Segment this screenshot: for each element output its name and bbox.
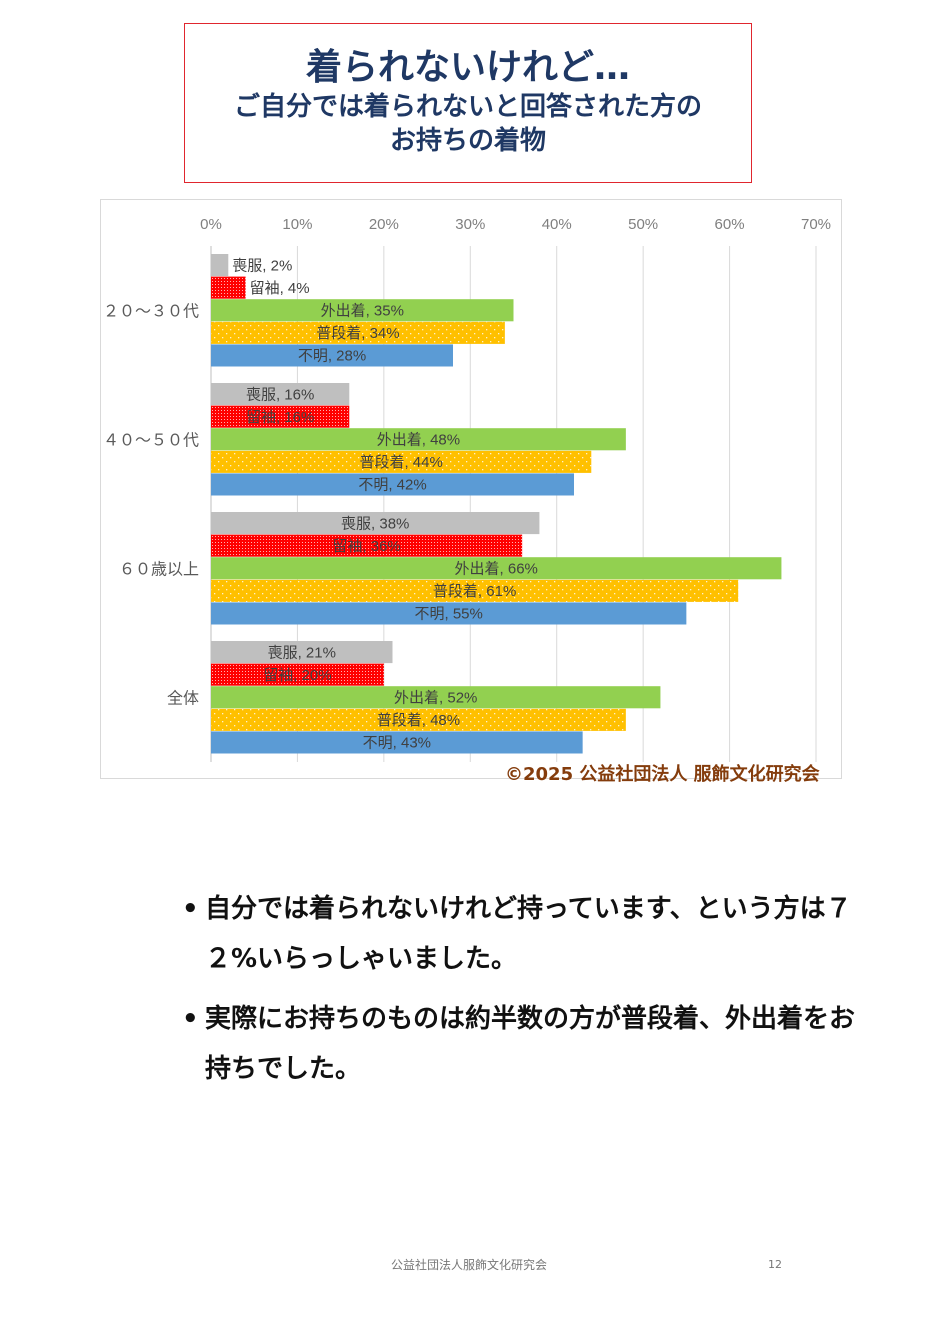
data-label: 普段着, 48%	[377, 712, 460, 729]
bar-留袖	[211, 405, 350, 428]
data-label: 不明, 55%	[414, 606, 482, 623]
data-label: 外出着, 66%	[455, 561, 538, 578]
bar-普段着	[211, 450, 592, 473]
data-label: 外出着, 52%	[394, 690, 477, 707]
data-label: 外出着, 48%	[377, 432, 460, 449]
x-tick-label: 20%	[369, 216, 399, 233]
data-label: 不明, 43%	[363, 735, 431, 752]
bar-外出着	[211, 428, 626, 451]
bar-喪服	[211, 383, 350, 406]
chart-area: 0% 10% 20% 30% 40% 50% 60% 70% ２０～３０代 喪服, 2% 留袖, …	[100, 199, 842, 779]
x-tick-label: 60%	[715, 216, 745, 233]
x-tick-label: 70%	[801, 216, 831, 233]
bar-普段着	[211, 708, 626, 731]
title-main: 着られないけれど…	[305, 47, 630, 88]
data-label: 不明, 42%	[358, 477, 426, 494]
bar-外出着	[211, 557, 782, 580]
bar-chart: 0% 10% 20% 30% 40% 50% 60% 70% ２０～３０代 喪服, 2% 留袖, …	[103, 216, 831, 762]
category-label: ４０～５０代	[103, 431, 199, 450]
category-label: 全体	[167, 689, 199, 708]
bar-不明	[211, 731, 583, 754]
bar-留袖	[211, 276, 246, 299]
bar-不明	[211, 473, 574, 496]
category-label: ６０歳以上	[119, 560, 199, 579]
title-box: 着られないけれど… ご自分では着られないと回答された方の お持ちの着物	[184, 23, 752, 183]
data-label: 留袖, 16%	[246, 409, 314, 426]
data-label: 喪服, 2%	[232, 256, 292, 274]
bar-普段着	[211, 579, 739, 602]
bar-不明	[211, 344, 453, 367]
bar-不明	[211, 602, 687, 625]
data-label: 普段着, 61%	[433, 583, 516, 600]
x-tick-label: 30%	[455, 216, 485, 233]
data-label: 留袖, 20%	[263, 667, 331, 684]
bar-喪服	[211, 641, 393, 664]
bar-留袖	[211, 534, 523, 557]
bar-普段着	[211, 321, 505, 344]
bar-留袖	[211, 663, 384, 686]
data-label: 普段着, 44%	[359, 454, 442, 471]
x-tick-label: 40%	[542, 216, 572, 233]
data-label: 喪服, 16%	[246, 385, 314, 403]
bullet-list: 自分では着られないけれど持っています、という方は７２%いらっしゃいました。 実際…	[140, 884, 860, 1104]
data-label: 不明, 28%	[298, 348, 366, 365]
x-tick-label: 0%	[200, 216, 222, 233]
bar-喪服	[211, 254, 229, 277]
bullet-item: 自分では着られないけれど持っています、という方は７２%いらっしゃいました。	[180, 884, 860, 984]
x-tick-label: 50%	[628, 216, 658, 233]
data-label: 普段着, 34%	[316, 325, 399, 342]
bar-外出着	[211, 299, 514, 322]
category-label: ２０～３０代	[103, 302, 199, 321]
copyright: ©2025 公益社団法人 服飾文化研究会	[505, 764, 820, 785]
x-tick-label: 10%	[282, 216, 312, 233]
data-label: 外出着, 35%	[321, 303, 404, 320]
bar-外出着	[211, 686, 661, 709]
data-label: 留袖, 4%	[250, 280, 310, 297]
data-label: 留袖, 36%	[332, 538, 400, 555]
bullet-item: 実際にお持ちのものは約半数の方が普段着、外出着をお持ちでした。	[180, 994, 860, 1094]
data-label: 喪服, 38%	[341, 514, 409, 532]
title-sub-1: ご自分では着られないと回答された方の	[233, 92, 702, 122]
footer-org: 公益社団法人服飾文化研究会	[390, 1258, 547, 1272]
page-number: 12	[768, 1258, 782, 1271]
bar-喪服	[211, 512, 540, 535]
title-sub-2: お持ちの着物	[389, 126, 546, 156]
data-label: 喪服, 21%	[268, 643, 336, 661]
